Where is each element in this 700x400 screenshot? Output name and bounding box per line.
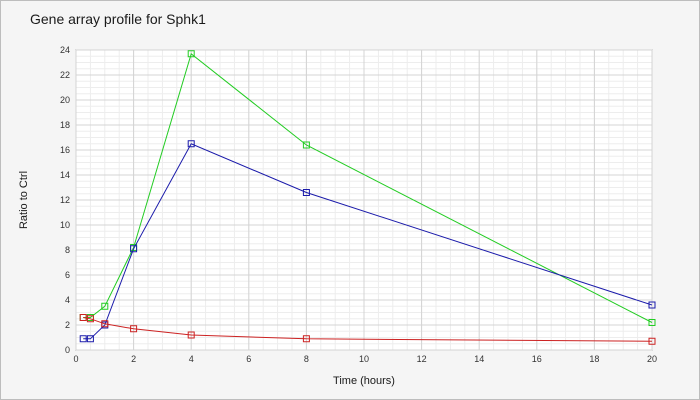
data-point: [101, 320, 109, 328]
series-line: [83, 52, 653, 323]
data-point: [302, 141, 310, 149]
x-axis-label: Time (hours): [333, 375, 395, 387]
x-tick-label: 14: [474, 354, 484, 364]
data-point: [187, 331, 195, 339]
x-tick-label: 18: [589, 354, 599, 364]
grid: [75, 49, 653, 351]
chart-title: Gene array profile for Sphk1: [30, 11, 206, 27]
data-point: [101, 302, 109, 310]
data-point: [648, 301, 656, 309]
data-point: [648, 337, 656, 345]
x-tick-label: 20: [647, 354, 657, 364]
y-tick-label: 2: [65, 320, 70, 330]
y-tick-label: 4: [65, 295, 70, 305]
data-point: [187, 50, 195, 58]
x-tick-label: 6: [246, 354, 251, 364]
y-tick-label: 18: [60, 120, 70, 130]
series: [79, 50, 656, 345]
y-tick-label: 14: [60, 170, 70, 180]
y-tick-label: 16: [60, 145, 70, 155]
y-tick-label: 0: [65, 345, 70, 355]
x-tick-label: 8: [304, 354, 309, 364]
data-point: [130, 245, 138, 253]
x-tick-label: 4: [189, 354, 194, 364]
y-tick-label: 6: [65, 270, 70, 280]
x-tick-label: 2: [131, 354, 136, 364]
y-tick-label: 8: [65, 245, 70, 255]
x-tick-label: 0: [73, 354, 78, 364]
x-tick-label: 12: [417, 354, 427, 364]
y-tick-label: 24: [60, 45, 70, 55]
data-point: [86, 335, 94, 343]
data-point: [302, 335, 310, 343]
data-point: [79, 314, 87, 321]
y-axis-label: Ratio to Ctrl: [18, 171, 30, 229]
data-point: [648, 319, 656, 326]
x-tick-label: 16: [532, 354, 542, 364]
data-point: [302, 189, 310, 196]
series-line: [83, 317, 653, 342]
data-point: [86, 315, 94, 323]
y-tick-label: 20: [60, 95, 70, 105]
series-line: [83, 143, 653, 340]
data-point: [130, 325, 138, 333]
data-point: [79, 335, 87, 343]
data-point: [187, 140, 195, 148]
y-tick-label: 10: [60, 220, 70, 230]
x-tick-label: 10: [359, 354, 369, 364]
series-3: [79, 314, 656, 345]
y-tick-label: 22: [60, 70, 70, 80]
y-tick-label: 12: [60, 195, 70, 205]
